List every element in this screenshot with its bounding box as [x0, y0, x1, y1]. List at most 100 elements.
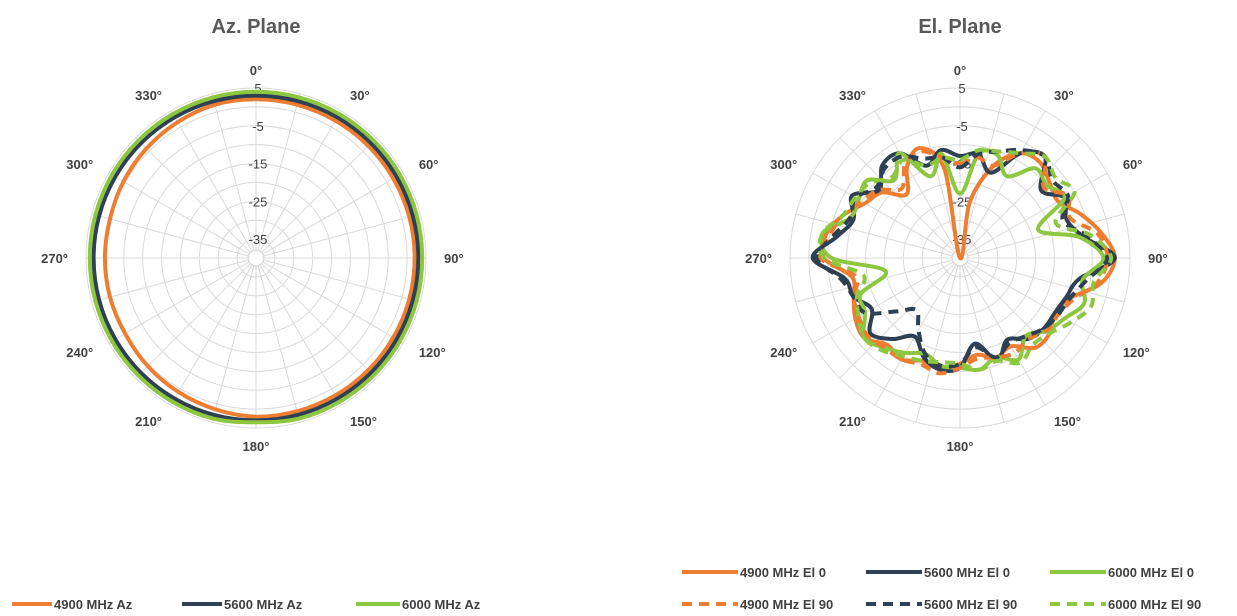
grid-spoke	[211, 264, 255, 423]
angle-label-0: 0°	[954, 63, 966, 78]
series-line-4900-mhz-el-90	[817, 149, 1110, 376]
grid-spoke	[108, 260, 251, 344]
legend-label: 4900 MHz Az	[54, 597, 133, 612]
az-plane-chart: Az. Plane 0° 30° 60° 90° 120° 150° 180° 210° 240°…	[41, 16, 464, 454]
az-legend: 4900 MHz Az 5600 MHz Az 6000 MHz Az	[12, 597, 481, 612]
angle-label-240: 240°	[770, 345, 797, 360]
angle-label-120: 120°	[419, 345, 446, 360]
legend-label: 4900 MHz El 0	[740, 565, 826, 580]
angle-label-90: 90°	[1148, 251, 1168, 266]
grid-spoke	[839, 262, 956, 379]
grid-spoke	[795, 213, 954, 257]
angle-label-150: 150°	[350, 414, 377, 429]
grid-spoke	[795, 259, 954, 303]
grid-spoke	[965, 260, 1108, 344]
grid-spoke	[962, 263, 1046, 406]
angle-label-150: 150°	[1054, 414, 1081, 429]
angle-label-0: 0°	[250, 63, 262, 78]
grid-spoke	[257, 264, 301, 423]
legend-item-4900-mhz-el-0: 4900 MHz El 0	[682, 565, 826, 580]
grid-spoke	[964, 137, 1081, 254]
radial-tick-label: 5	[254, 81, 261, 96]
legend-item-5600-mhz-el-90: 5600 MHz El 90	[866, 597, 1017, 612]
angle-label-210: 210°	[135, 414, 162, 429]
angle-label-270: 270°	[41, 251, 68, 266]
grid-spoke	[260, 262, 377, 379]
series-line-6000-mhz-az	[87, 89, 425, 425]
legend-label: 5600 MHz El 0	[924, 565, 1010, 580]
legend-item-5600-mhz-az: 5600 MHz Az	[182, 597, 303, 612]
angle-label-60: 60°	[1123, 157, 1143, 172]
grid-spoke	[258, 110, 342, 253]
grid-spoke	[258, 263, 342, 406]
chart-title: Az. Plane	[212, 16, 301, 38]
legend-label: 4900 MHz El 90	[740, 597, 833, 612]
series-line-6000-mhz-el-90	[817, 147, 1114, 372]
radial-tick-label: -35	[249, 232, 268, 247]
grid-spoke	[966, 259, 1125, 303]
angle-label-300: 300°	[66, 157, 93, 172]
grid-spoke	[262, 213, 421, 257]
grid-spoke	[170, 263, 254, 406]
grid-spoke	[135, 262, 252, 379]
grid-spoke	[965, 172, 1108, 256]
legend-item-5600-mhz-el-0: 5600 MHz El 0	[866, 565, 1010, 580]
series-line-5600-mhz-el-90	[814, 147, 1110, 369]
legend-item-6000-mhz-az: 6000 MHz Az	[356, 597, 481, 612]
grid-spoke	[91, 213, 250, 257]
grid-spoke	[962, 110, 1046, 253]
grid-spoke	[135, 137, 252, 254]
radial-tick-label: -5	[956, 119, 968, 134]
grid-spoke	[257, 93, 301, 252]
radial-tick-label: -15	[249, 157, 268, 172]
grid-spoke	[874, 263, 958, 406]
grid-spoke	[262, 259, 421, 303]
legend-label: 6000 MHz Az	[402, 597, 481, 612]
grid-spoke	[915, 93, 959, 252]
angle-label-180: 180°	[243, 439, 270, 454]
angle-label-210: 210°	[839, 414, 866, 429]
grid-spoke	[966, 213, 1125, 257]
grid-spoke	[964, 262, 1081, 379]
legend-label: 6000 MHz El 90	[1108, 597, 1201, 612]
series-line-4900-mhz-el-0	[819, 146, 1117, 372]
legend-label: 5600 MHz El 90	[924, 597, 1017, 612]
angle-label-120: 120°	[1123, 345, 1150, 360]
grid-spoke	[961, 93, 1005, 252]
grid-spoke	[211, 93, 255, 252]
angle-label-240: 240°	[66, 345, 93, 360]
grid-spoke	[260, 137, 377, 254]
radial-tick-label: -5	[252, 119, 264, 134]
legend-label: 6000 MHz El 0	[1108, 565, 1194, 580]
grid-spoke	[261, 172, 404, 256]
radial-tick-label: -25	[953, 194, 972, 209]
angle-label-30: 30°	[1054, 88, 1074, 103]
angle-label-330: 330°	[839, 88, 866, 103]
legend-label: 5600 MHz Az	[224, 597, 303, 612]
angle-label-30: 30°	[350, 88, 370, 103]
grid-spoke	[261, 260, 404, 344]
grid-spoke	[961, 264, 1005, 423]
el-legend: 4900 MHz El 0 5600 MHz El 0 6000 MHz El 0 4…	[682, 565, 1201, 612]
legend-item-4900-mhz-el-90: 4900 MHz El 90	[682, 597, 833, 612]
angle-label-300: 300°	[770, 157, 797, 172]
grid-spoke	[915, 264, 959, 423]
angle-label-180: 180°	[947, 439, 974, 454]
angle-label-90: 90°	[444, 251, 464, 266]
radial-tick-label: 5	[958, 81, 965, 96]
legend-item-4900-mhz-az: 4900 MHz Az	[12, 597, 133, 612]
grid-spoke	[108, 172, 251, 256]
grid-spoke	[91, 259, 250, 303]
radial-tick-label: -25	[249, 194, 268, 209]
el-plane-chart: El. Plane 0° 30° 60° 90° 120° 150° 180° 210° 240°…	[745, 16, 1168, 454]
angle-label-330: 330°	[135, 88, 162, 103]
angle-label-60: 60°	[419, 157, 439, 172]
grid-spoke	[170, 110, 254, 253]
grid-spoke	[812, 172, 955, 256]
grid-spoke	[874, 110, 958, 253]
series-line-4900-mhz-az	[102, 97, 417, 419]
grid-spoke	[812, 260, 955, 344]
angle-label-270: 270°	[745, 251, 772, 266]
legend-item-6000-mhz-el-90: 6000 MHz El 90	[1050, 597, 1201, 612]
